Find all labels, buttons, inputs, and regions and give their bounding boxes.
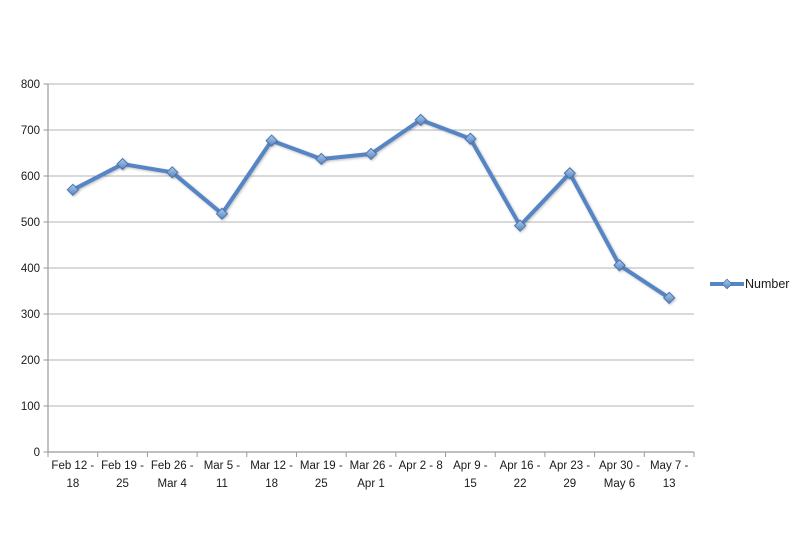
x-axis-label-3: Mar 5 -: [204, 460, 241, 472]
x-axis-label-9: Apr 16 -: [500, 460, 541, 472]
x-axis-label2-12: 13: [663, 478, 676, 490]
x-axis-label-7: Apr 2 - 8: [399, 460, 443, 472]
legend-diamond-icon: [721, 278, 733, 290]
y-axis-label-500: 500: [21, 217, 40, 229]
data-point-1: [116, 157, 129, 171]
x-axis-label2-9: 22: [514, 478, 527, 490]
y-axis-label-200: 200: [21, 355, 40, 367]
x-axis-label-8: Apr 9 -: [453, 460, 488, 472]
data-point-10: [563, 167, 576, 180]
data-point-12: [662, 291, 676, 305]
x-axis-label-11: Apr 30 -: [599, 460, 640, 472]
x-axis-label2-8: 15: [464, 478, 477, 490]
x-axis-label-6: Mar 26 -: [350, 460, 393, 472]
x-axis-label-4: Mar 12 -: [250, 460, 293, 472]
data-point-9: [513, 219, 527, 232]
x-axis-label2-11: May 6: [604, 478, 635, 490]
x-axis-label2-1: 25: [116, 478, 129, 490]
data-point-3: [215, 207, 229, 220]
y-axis-label-700: 700: [21, 125, 40, 137]
x-axis-label-0: Feb 12 -: [51, 460, 94, 472]
x-axis-label-5: Mar 19 -: [300, 460, 343, 472]
data-point-11: [613, 259, 626, 272]
x-axis-label-10: Apr 23 -: [549, 460, 590, 472]
y-axis-label-600: 600: [21, 171, 40, 183]
x-axis-label2-3: 11: [216, 478, 228, 490]
y-axis-label-400: 400: [21, 263, 40, 275]
x-axis-label-1: Feb 19 -: [101, 460, 144, 472]
y-axis-label-100: 100: [21, 401, 40, 413]
data-point-0: [66, 183, 80, 197]
x-axis-label2-5: 25: [315, 478, 328, 490]
legend-label: Number: [745, 277, 790, 291]
x-axis-label2-0: 18: [66, 478, 79, 490]
y-axis-label-300: 300: [21, 309, 40, 321]
data-point-8: [464, 132, 477, 145]
data-point-7: [414, 113, 427, 127]
legend-line-marker-icon: [710, 278, 744, 290]
data-point-6: [364, 147, 378, 161]
y-axis-label-0: 0: [34, 447, 40, 459]
series-line-number: [70, 117, 672, 300]
legend: Number: [710, 277, 789, 291]
x-axis-label-12: May 7 -: [650, 460, 689, 472]
x-axis-label2-4: 18: [265, 478, 278, 490]
y-axis-label-800: 800: [21, 79, 40, 91]
x-axis-label2-10: 29: [563, 478, 576, 490]
x-axis-label-2: Feb 26 -: [151, 460, 194, 472]
data-point-2: [166, 166, 179, 179]
data-point-5: [315, 152, 328, 166]
x-axis-label2-6: Apr 1: [357, 478, 385, 490]
x-axis-label2-2: Mar 4: [158, 478, 188, 490]
data-point-4: [265, 134, 278, 147]
